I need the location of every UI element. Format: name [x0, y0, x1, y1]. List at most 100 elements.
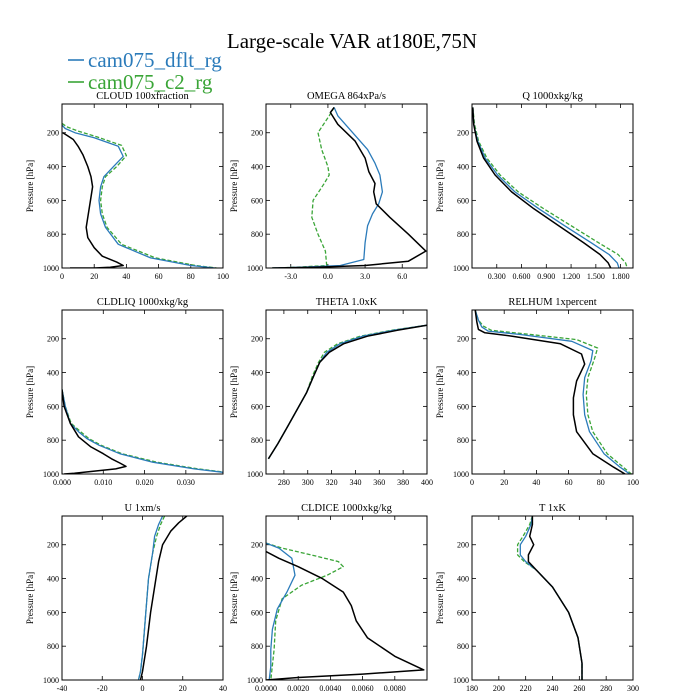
x-tick-label: 1.200: [562, 272, 580, 281]
plot-frame: [471, 515, 634, 681]
plot-frame: [61, 309, 224, 475]
x-tick-label: 300: [627, 684, 639, 693]
series-line-dflt: [137, 516, 164, 680]
x-tick-label: 60: [155, 272, 163, 281]
y-tick-label: 1000: [43, 470, 59, 479]
x-tick-label: 0: [470, 478, 474, 487]
y-axis-label: Pressure [hPa]: [435, 572, 445, 624]
x-tick-label: 100: [217, 272, 229, 281]
plot-frame: [265, 103, 428, 269]
x-tick-label: 1.500: [587, 272, 605, 281]
panel-title: Q 1000xkg/kg: [522, 91, 583, 102]
y-tick-label: 800: [457, 642, 469, 651]
y-tick-label: 800: [251, 642, 263, 651]
x-tick-label: 0: [60, 272, 64, 281]
y-tick-label: 400: [47, 575, 59, 584]
series-line-control: [474, 310, 626, 474]
series-line-control: [472, 107, 612, 268]
series-line-c2: [137, 516, 166, 680]
x-tick-label: 220: [520, 684, 532, 693]
x-tick-label: 100: [627, 478, 639, 487]
y-tick-label: 200: [251, 129, 263, 138]
y-tick-label: 800: [47, 230, 59, 239]
y-tick-label: 400: [457, 575, 469, 584]
plot-frame: [61, 103, 224, 269]
x-tick-label: 3.0: [360, 272, 370, 281]
x-tick-label: 40: [219, 684, 227, 693]
panel-title: CLDICE 1000xkg/kg: [301, 503, 392, 514]
series-line-control: [62, 132, 124, 268]
y-axis-label: Pressure [hPa]: [435, 160, 445, 212]
y-tick-label: 800: [457, 436, 469, 445]
plot-frame: [471, 103, 634, 269]
panel-title: CLOUD 100xfraction: [96, 91, 189, 102]
x-tick-label: 1.800: [612, 272, 630, 281]
y-tick-label: 1000: [453, 264, 469, 273]
series-line-control: [139, 516, 188, 680]
legend-label-dflt: cam075_dflt_rg: [88, 48, 222, 72]
series-line-c2: [62, 122, 217, 268]
x-tick-label: 0.0060: [352, 684, 374, 693]
series-line-dflt: [519, 516, 583, 680]
legend: cam075_dflt_rg cam075_c2_rg: [68, 48, 222, 94]
series-line-dflt: [62, 389, 223, 473]
y-axis-label: Pressure [hPa]: [25, 366, 35, 418]
y-axis-label: Pressure [hPa]: [435, 366, 445, 418]
panel-cldice: CLDICE 1000xkg/kg Pressure [hPa] 200 400 600…: [229, 503, 428, 693]
y-tick-label: 600: [251, 196, 263, 205]
y-tick-label: 200: [251, 541, 263, 550]
y-tick-label: 800: [251, 436, 263, 445]
x-tick-label: 20: [179, 684, 187, 693]
series-line-c2: [474, 310, 632, 474]
x-tick-label: 180: [466, 684, 478, 693]
series-line-dflt: [267, 324, 427, 460]
y-tick-label: 200: [457, 541, 469, 550]
series-line-control: [267, 324, 427, 460]
x-tick-label: 80: [597, 478, 605, 487]
y-axis-label: Pressure [hPa]: [229, 572, 239, 624]
plot-frame: [471, 309, 634, 475]
x-tick-label: 200: [493, 684, 505, 693]
y-tick-label: 1000: [453, 676, 469, 685]
x-tick-label: 0.300: [488, 272, 506, 281]
y-tick-label: 400: [251, 163, 263, 172]
y-axis-label: Pressure [hPa]: [25, 160, 35, 212]
y-tick-label: 200: [47, 335, 59, 344]
x-tick-label: 0.000: [53, 478, 71, 487]
series-line-control: [272, 106, 427, 268]
x-tick-label: 0: [141, 684, 145, 693]
x-tick-label: 360: [373, 478, 385, 487]
x-tick-label: -3.0: [284, 272, 297, 281]
y-tick-label: 600: [47, 402, 59, 411]
y-tick-label: 600: [47, 608, 59, 617]
y-tick-label: 800: [47, 642, 59, 651]
x-tick-label: 340: [349, 478, 361, 487]
y-axis-label: Pressure [hPa]: [229, 366, 239, 418]
panel-title: CLDLIQ 1000xkg/kg: [97, 297, 189, 308]
series-line-dflt: [474, 310, 631, 474]
y-tick-label: 200: [47, 129, 59, 138]
x-tick-label: 20: [90, 272, 98, 281]
series-line-control: [266, 550, 425, 680]
x-tick-label: 260: [573, 684, 585, 693]
series-line-c2: [267, 324, 427, 460]
series-line-dflt: [272, 107, 384, 268]
panel-cldliq: CLDLIQ 1000xkg/kg Pressure [hPa] 200 400 600…: [25, 297, 224, 487]
panel-q: Q 1000xkg/kg Pressure [hPa] 200 400 600 800 10…: [435, 91, 634, 281]
panel-title: RELHUM 1xpercent: [508, 297, 596, 308]
panel-title: OMEGA 864xPa/s: [307, 91, 386, 102]
y-tick-label: 1000: [43, 264, 59, 273]
y-tick-label: 600: [457, 196, 469, 205]
plot-frame: [265, 515, 428, 681]
y-tick-label: 1000: [43, 676, 59, 685]
x-tick-label: 0.0080: [384, 684, 406, 693]
series-line-control: [527, 516, 583, 680]
figure-title: Large-scale VAR at180E,75N: [227, 29, 477, 53]
x-tick-label: 320: [326, 478, 338, 487]
series-line-c2: [472, 107, 628, 268]
